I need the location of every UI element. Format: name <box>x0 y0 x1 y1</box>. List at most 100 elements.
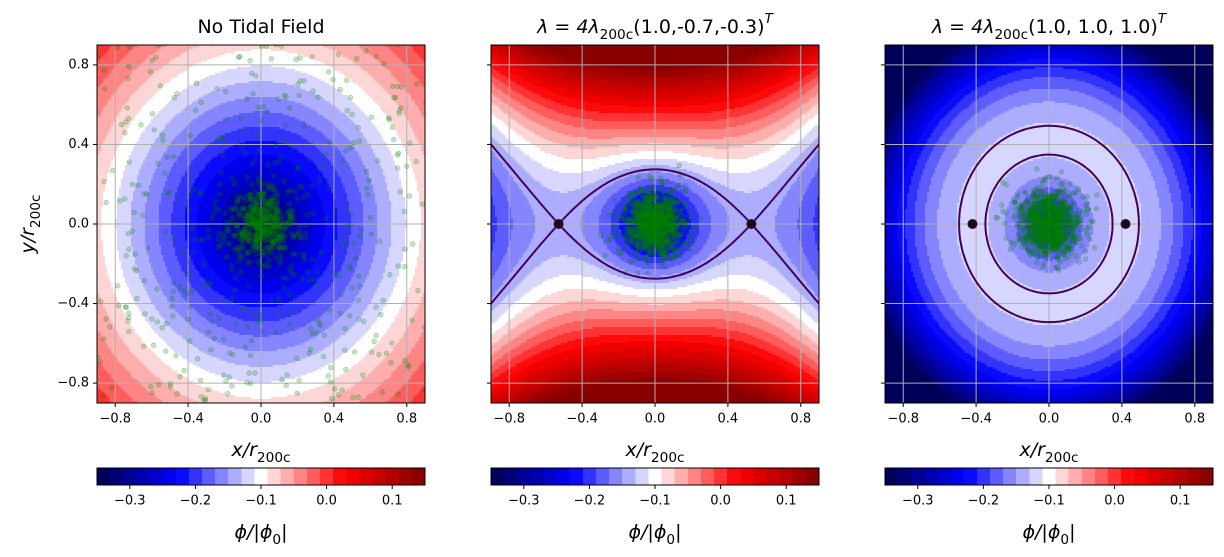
particle <box>148 383 154 390</box>
contour-fill <box>369 351 392 354</box>
contour-fill <box>97 95 112 98</box>
contour-fill <box>323 349 350 352</box>
contour-fill <box>347 57 376 60</box>
particle <box>419 201 425 207</box>
particle <box>68 175 73 180</box>
contour-fill <box>115 225 132 228</box>
contour-fill <box>97 79 104 82</box>
contour-fill <box>191 257 206 260</box>
contour-fill <box>343 133 364 136</box>
contour-fill <box>123 339 142 342</box>
particle <box>251 189 258 195</box>
contour-fill <box>231 221 242 224</box>
particle <box>133 267 139 274</box>
contour-fill <box>299 295 322 298</box>
contour-fill <box>349 237 364 240</box>
contour-fill <box>131 95 154 98</box>
contour-fill <box>131 351 154 354</box>
particle <box>339 237 345 243</box>
particle <box>252 236 259 242</box>
contour-fill <box>185 127 208 130</box>
particle <box>243 235 249 241</box>
contour-fill <box>133 47 162 50</box>
particle <box>150 342 157 349</box>
particle <box>229 207 235 213</box>
particle <box>253 215 260 222</box>
contour-fill <box>233 235 246 238</box>
contour-fill <box>323 237 338 240</box>
contour-fill <box>141 107 164 110</box>
contour-fill <box>373 151 392 154</box>
contour-fill <box>97 307 106 310</box>
contour-fill <box>317 189 332 192</box>
particle <box>347 145 354 151</box>
particle <box>280 238 286 245</box>
contour-fill <box>97 321 112 324</box>
contour-fill <box>213 201 226 204</box>
contour-fill <box>183 337 210 340</box>
contour-fill <box>335 241 350 244</box>
contour-fill <box>389 199 406 202</box>
contour-fill <box>189 397 252 400</box>
contour-fill <box>343 93 368 96</box>
particle <box>126 246 132 253</box>
contour-fill <box>339 337 362 340</box>
contour-fill <box>147 79 172 82</box>
contour-fill <box>343 261 358 264</box>
particle <box>275 215 281 221</box>
contour-fill <box>187 243 200 246</box>
contour-fill <box>163 381 194 384</box>
contour-fill <box>289 271 308 274</box>
contour-fill <box>403 187 418 190</box>
contour-fill <box>157 137 176 140</box>
colorbar-bin <box>306 468 321 485</box>
contour-fill <box>121 261 136 264</box>
contour-fill <box>131 73 154 76</box>
contour-fill <box>175 161 192 164</box>
contour-fill <box>237 241 252 244</box>
contour-fill <box>349 205 364 208</box>
contour-fill <box>97 345 108 348</box>
contour-fill <box>241 219 252 222</box>
particle <box>266 263 272 270</box>
contour-fill <box>341 267 356 270</box>
contour-fill <box>105 263 122 266</box>
contour-fill <box>411 375 425 378</box>
contour-fill <box>305 273 324 276</box>
particle <box>218 405 223 410</box>
particle <box>251 207 257 214</box>
contour-fill <box>377 225 392 228</box>
contour-fill <box>163 129 184 132</box>
contour-fill <box>131 121 152 124</box>
contour-fill <box>121 109 142 112</box>
contour-fill <box>371 349 394 352</box>
contour-fill <box>193 185 208 188</box>
contour-fill <box>141 313 160 316</box>
contour-fill <box>297 165 318 168</box>
contour-fill <box>339 175 356 178</box>
contour-fill <box>187 201 202 204</box>
contour-fill <box>317 299 338 302</box>
contour-fill <box>391 239 406 242</box>
contour-fill <box>97 385 120 388</box>
contour-fill <box>323 331 348 334</box>
contour-fill <box>383 273 400 276</box>
contour-fill <box>345 257 360 260</box>
contour-fill <box>329 287 346 290</box>
contour-fill <box>405 203 420 206</box>
contour-fill <box>297 53 342 56</box>
contour-fill <box>273 365 326 368</box>
contour-fill <box>397 343 416 346</box>
contour-fill <box>163 189 178 192</box>
contour-fill <box>139 309 158 312</box>
contour-fill <box>409 67 425 70</box>
particle <box>244 221 250 227</box>
contour-fill <box>97 393 106 396</box>
contour-fill <box>97 145 102 148</box>
contour-fill <box>161 359 188 362</box>
contour-fill <box>191 255 206 258</box>
contour-fill <box>393 51 416 54</box>
contour-fill <box>411 163 425 166</box>
contour-fill <box>377 287 394 290</box>
contour-fill <box>391 207 406 210</box>
